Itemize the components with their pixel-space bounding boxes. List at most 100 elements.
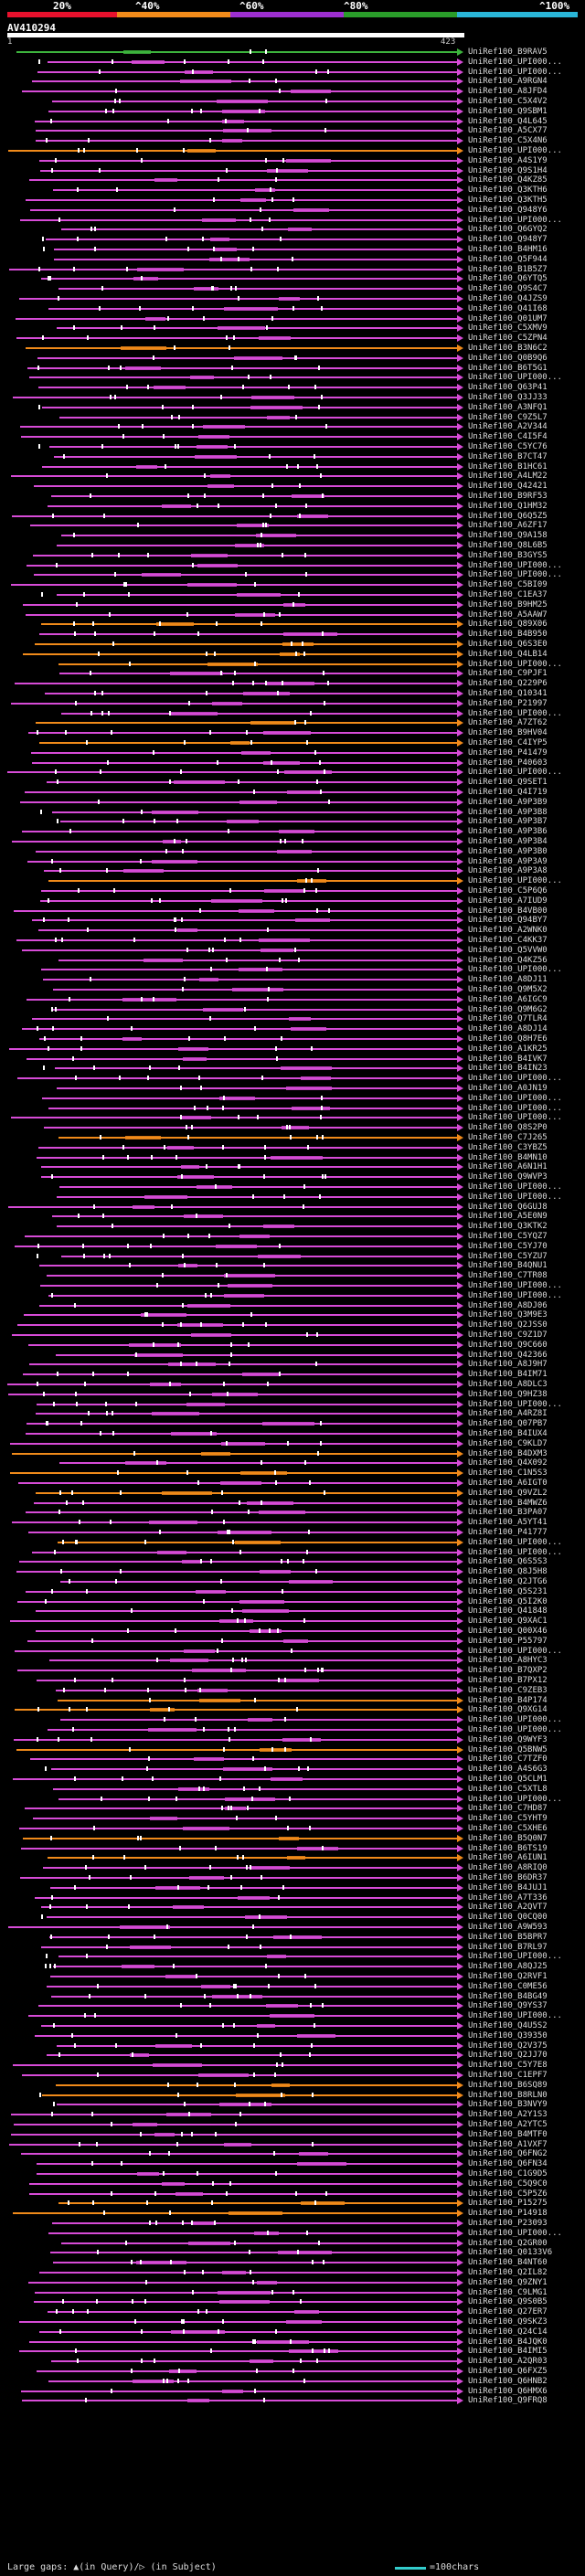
hit-label[interactable]: UniRef100_Q3KTH6 [468,186,548,196]
hit-alignment-line[interactable] [44,870,457,873]
hit-alignment-line[interactable] [19,1828,457,1829]
hit-label[interactable]: UniRef100_C5BI09 [468,580,548,590]
hit-label[interactable]: UniRef100_C1N5S3 [468,1468,548,1479]
hit-alignment-line[interactable] [15,1709,457,1712]
hit-label[interactable]: UniRef100_A9RGN4 [468,77,548,87]
hit-alignment-line[interactable] [23,1837,457,1839]
hit-label[interactable]: UniRef100_B3PA07 [468,1508,548,1518]
hit-label[interactable]: UniRef100_Q6YTQ5 [468,274,548,284]
hit-alignment-line[interactable] [29,2192,457,2195]
hit-label[interactable]: UniRef100_Q9XG14 [468,1705,548,1715]
hit-alignment-line[interactable] [34,485,457,488]
hit-alignment-line[interactable] [14,909,457,912]
hit-label[interactable]: UniRef100_UPI000... [468,1952,562,1962]
hit-label[interactable]: UniRef100_Q3KTH5 [468,196,548,205]
hit-alignment-line[interactable] [19,2321,457,2323]
hit-label[interactable]: UniRef100_Q2JJ70 [468,2051,548,2061]
hit-label[interactable]: UniRef100_A8RIQ0 [468,1863,548,1873]
hit-label[interactable]: UniRef100_B9HV04 [468,728,548,738]
hit-label[interactable]: UniRef100_B6T5G1 [468,363,548,373]
hit-label[interactable]: UniRef100_A8QJ25 [468,1962,548,1972]
hit-alignment-line[interactable] [50,1886,457,1889]
hit-label[interactable]: UniRef100_UPI000... [468,215,562,225]
hit-label[interactable]: UniRef100_B3NVY9 [468,2100,548,2110]
hit-alignment-line[interactable] [56,2083,457,2086]
hit-label[interactable]: UniRef100_Q24C14 [468,2327,548,2337]
hit-label[interactable]: UniRef100_UPI000... [468,876,562,886]
hit-alignment-line[interactable] [59,416,457,419]
hit-label[interactable]: UniRef100_A9P3B6 [468,827,548,837]
hit-label[interactable]: UniRef100_B4P174 [468,1695,548,1705]
hit-label[interactable]: UniRef100_A9P3B9 [468,797,548,807]
hit-label[interactable]: UniRef100_P41777 [468,1528,548,1537]
hit-label[interactable]: UniRef100_A8DLC3 [468,1380,548,1389]
hit-alignment-line[interactable] [39,2272,457,2274]
hit-label[interactable]: UniRef100_Q9ZNY1 [468,2277,548,2287]
hit-alignment-line[interactable] [27,1057,457,1060]
hit-alignment-line[interactable] [41,1166,457,1169]
hit-alignment-line[interactable] [8,1926,457,1928]
hit-label[interactable]: UniRef100_Q2IL82 [468,2268,548,2277]
hit-label[interactable]: UniRef100_B5Q0N7 [468,1833,548,1843]
hit-alignment-line[interactable] [22,949,457,951]
hit-label[interactable]: UniRef100_B9HM25 [468,599,548,610]
hit-alignment-line[interactable] [16,51,457,53]
hit-alignment-line[interactable] [36,722,457,725]
hit-alignment-line[interactable] [7,771,457,774]
hit-alignment-line[interactable] [17,1600,457,1603]
hit-alignment-line[interactable] [58,959,457,961]
hit-alignment-line[interactable] [41,1945,457,1948]
hit-label[interactable]: UniRef100_Q39350 [468,2030,548,2041]
hit-label[interactable]: UniRef100_Q9C660 [468,1340,548,1350]
hit-label[interactable]: UniRef100_UPI000... [468,146,562,155]
hit-label[interactable]: UniRef100_B4IUX4 [468,1429,548,1438]
hit-alignment-line[interactable] [53,2262,457,2264]
hit-alignment-line[interactable] [32,1018,457,1021]
hit-label[interactable]: UniRef100_A2V344 [468,422,548,432]
hit-alignment-line[interactable] [56,1353,457,1356]
hit-label[interactable]: UniRef100_Q4X092 [468,1458,548,1468]
hit-alignment-line[interactable] [27,860,457,863]
hit-label[interactable]: UniRef100_A4LM22 [468,472,548,482]
hit-alignment-line[interactable] [48,1107,457,1109]
hit-label[interactable]: UniRef100_B9RF53 [468,492,548,501]
hit-alignment-line[interactable] [48,2311,457,2314]
hit-label[interactable]: UniRef100_P15275 [468,2199,548,2209]
hit-label[interactable]: UniRef100_Q5CLM1 [468,1775,548,1784]
hit-label[interactable]: UniRef100_UPI000... [468,57,562,67]
hit-label[interactable]: UniRef100_A9P3B0 [468,846,548,856]
hit-label[interactable]: UniRef100_A4RZ8I [468,1409,548,1419]
hit-alignment-line[interactable] [40,169,457,172]
hit-label[interactable]: UniRef100_A6IUN1 [468,1853,548,1863]
hit-alignment-line[interactable] [32,80,457,83]
hit-label[interactable]: UniRef100_B4HM16 [468,245,548,254]
hit-label[interactable]: UniRef100_Q2GR00 [468,2238,548,2248]
hit-alignment-line[interactable] [12,1521,457,1524]
hit-alignment-line[interactable] [36,140,457,143]
hit-label[interactable]: UniRef100_C5XMV9 [468,323,548,334]
hit-alignment-line[interactable] [37,1156,457,1159]
hit-label[interactable]: UniRef100_Q4LB14 [468,649,548,659]
hit-alignment-line[interactable] [61,228,457,231]
hit-label[interactable]: UniRef100_UPI000... [468,1192,562,1202]
hit-alignment-line[interactable] [27,998,457,1001]
hit-label[interactable]: UniRef100_Q6FXZ5 [468,2367,548,2376]
hit-alignment-line[interactable] [37,1403,457,1405]
hit-label[interactable]: UniRef100_A5AAW7 [468,610,548,620]
hit-alignment-line[interactable] [20,218,457,221]
hit-label[interactable]: UniRef100_B4JUJ1 [468,1882,548,1892]
hit-label[interactable]: UniRef100_Q9WYF3 [468,1734,548,1744]
hit-alignment-line[interactable] [39,1265,457,1267]
hit-alignment-line[interactable] [54,258,457,260]
hit-label[interactable]: UniRef100_B4MTF0 [468,2129,548,2139]
hit-label[interactable]: UniRef100_C5YQZ7 [468,1232,548,1241]
hit-alignment-line[interactable] [15,1649,457,1652]
hit-alignment-line[interactable] [60,821,457,823]
hit-label[interactable]: UniRef100_B4IMI5 [468,2347,548,2357]
hit-label[interactable]: UniRef100_A8JFD4 [468,87,548,97]
hit-label[interactable]: UniRef100_UPI000... [468,373,562,383]
hit-label[interactable]: UniRef100_C9ZEB3 [468,1685,548,1695]
hit-label[interactable]: UniRef100_Q9YS37 [468,2001,548,2011]
hit-label[interactable]: UniRef100_C5XTL8 [468,1784,548,1794]
hit-label[interactable]: UniRef100_UPI000... [468,659,562,669]
